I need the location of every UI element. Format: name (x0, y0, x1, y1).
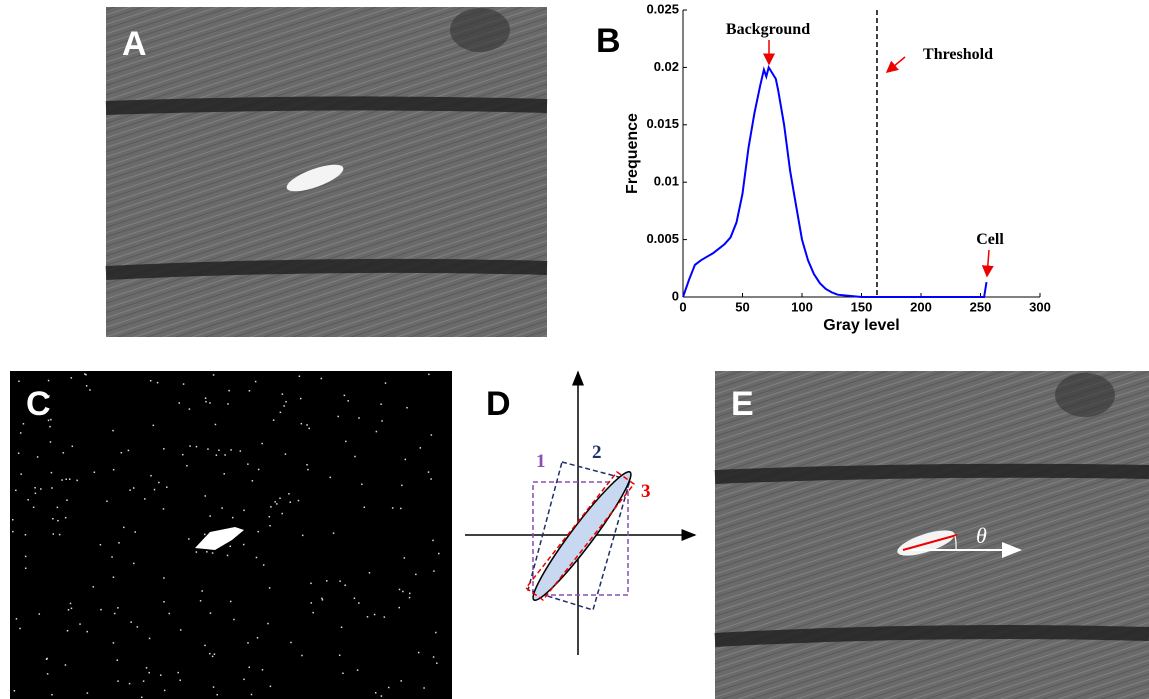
annotation: Threshold (923, 46, 993, 63)
box-label: 2 (592, 442, 602, 463)
shadow (450, 8, 510, 52)
groove (105, 258, 548, 280)
panel-label: A (122, 25, 147, 63)
y-tick-label: 0.015 (646, 116, 679, 131)
bounding-box-3 (524, 470, 636, 602)
angle-label: θ (976, 523, 987, 548)
shadow (1055, 373, 1115, 417)
y-tick-label: 0.005 (646, 231, 679, 246)
box-label: 3 (641, 481, 651, 502)
annotation: Background (726, 21, 810, 38)
y-tick-label: 0.02 (654, 59, 679, 74)
groove (714, 463, 1149, 484)
y-tick-label: 0.01 (654, 174, 679, 189)
x-tick-label: 200 (910, 299, 932, 314)
box-label: 1 (536, 451, 546, 472)
major-axis (902, 534, 958, 551)
noise (12, 373, 440, 699)
annotation-arrow (885, 56, 906, 73)
panel-d: D 1 2 3 (465, 370, 697, 655)
x-tick-label: 250 (970, 299, 992, 314)
groove (105, 96, 548, 115)
x-tick-label: 50 (735, 299, 749, 314)
histogram-line (682, 64, 988, 298)
groove (714, 625, 1149, 647)
panel-label: B (596, 22, 621, 60)
panel-b: B 0 0.005 0.01 0.015 0.02 0.025 0 50 100 150 200 25… (596, 1, 1051, 334)
panel-a: A (105, 7, 548, 337)
x-tick-label: 300 (1029, 299, 1051, 314)
cell (286, 164, 344, 192)
ellipse (532, 471, 632, 601)
angle-arc (954, 535, 957, 551)
panel-label: E (731, 385, 754, 423)
y-tick-label: 0.025 (646, 1, 679, 16)
cell (195, 527, 244, 550)
y-axis-label: Frequence (624, 113, 641, 194)
annotation-arrow (981, 249, 994, 278)
panel-label: C (26, 385, 51, 423)
x-tick-label: 100 (791, 299, 813, 314)
panel-e: θ E (714, 371, 1149, 699)
x-axis-label: Gray level (823, 317, 900, 334)
panel-label: D (486, 385, 511, 423)
x-tick-label: 0 (679, 299, 686, 314)
x-tick-label: 150 (851, 299, 873, 314)
panel-c: C (10, 371, 452, 699)
annotation: Cell (976, 231, 1004, 248)
y-tick-label: 0 (672, 288, 679, 303)
